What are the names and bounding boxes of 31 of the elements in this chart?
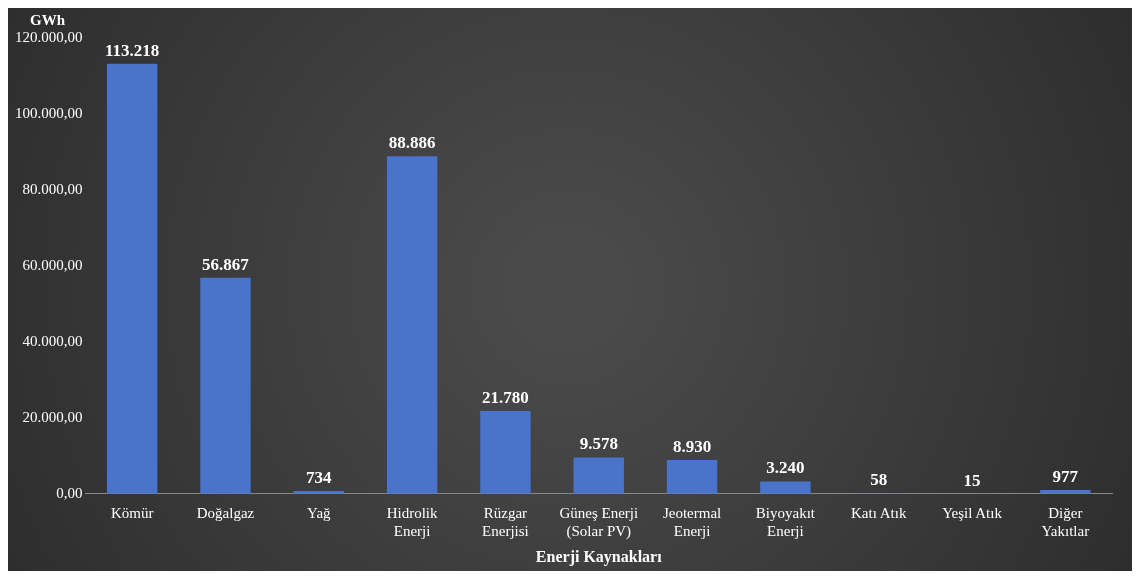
x-tick-label: Yeşil Atık (942, 504, 1003, 521)
x-tick-label: Biyoyakıt Enerji (755, 504, 816, 539)
data-label: 977 (1052, 466, 1079, 486)
y-tick-label: 40.000,00 (22, 332, 83, 349)
y-tick-label: 120.000,00 (15, 28, 83, 45)
data-label: 88.886 (388, 133, 436, 153)
x-tick-label: Rüzgar Enerjisi (482, 504, 529, 539)
x-tick-label: Kömür (110, 504, 154, 521)
data-label: 15 (963, 470, 981, 490)
data-label: 113.218 (105, 40, 160, 60)
y-tick-label: 60.000,00 (22, 256, 83, 273)
x-tick-label: Doğalgaz (196, 504, 255, 521)
data-label: 9.578 (579, 434, 618, 454)
y-tick-label: 0,00 (56, 484, 83, 501)
x-tick-label: Hidrolik Enerji (386, 504, 439, 539)
data-label: 58 (870, 470, 888, 490)
x-tick-label: Katı Atık (850, 504, 907, 521)
y-axis-title: GWh (30, 12, 66, 29)
x-tick-label: Güneş Enerji (Solar PV) (559, 504, 639, 540)
data-label: 3.240 (766, 458, 805, 478)
y-tick-label: 100.000,00 (15, 104, 83, 121)
x-tick-label: Diğer Yakıtlar (1041, 504, 1090, 539)
y-tick-label: 20.000,00 (22, 408, 83, 425)
x-axis-title: Enerji Kaynakları (535, 547, 663, 566)
x-tick-label: Jeotermal Enerji (662, 504, 722, 539)
data-label: 56.867 (202, 254, 250, 274)
data-label: 8.930 (672, 436, 712, 456)
data-label: 734 (306, 467, 333, 487)
x-tick-label: Yağ (307, 504, 332, 521)
data-label: 21.780 (482, 387, 529, 407)
y-tick-label: 80.000,00 (22, 180, 83, 197)
